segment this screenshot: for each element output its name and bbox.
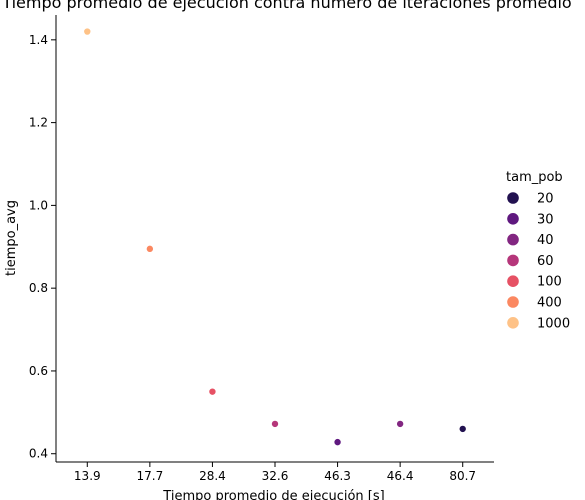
y-tick-label: 1.4 (29, 33, 48, 47)
y-tick-label: 1.0 (29, 198, 48, 212)
data-point (458, 424, 467, 433)
legend-item-label: 30 (537, 212, 554, 227)
data-point (83, 27, 92, 36)
x-axis-label: Tiempo promedio de ejecución [s] (162, 489, 384, 500)
y-axis-ticks: 0.4 0.6 0.8 1.0 1.2 1.4 (29, 33, 56, 461)
x-axis-ticks: 13.9 17.7 28.4 32.6 46.3 46.4 80.7 (74, 462, 476, 483)
data-point (270, 419, 279, 428)
legend-title: tam_pob (506, 170, 563, 185)
y-tick-label: 0.6 (29, 364, 48, 378)
legend-item-label: 400 (537, 296, 562, 311)
legend-item-label: 100 (537, 275, 562, 290)
legend-item-label: 20 (537, 192, 554, 207)
x-tick-label: 32.6 (262, 469, 289, 483)
legend-marker (507, 275, 519, 288)
x-tick-label: 13.9 (74, 469, 101, 483)
x-tick-label: 17.7 (136, 469, 163, 483)
chart-title: Tiempo promedio de ejecución contra núme… (1, 0, 571, 12)
x-tick-label: 46.3 (324, 469, 351, 483)
x-tick-label: 80.7 (449, 469, 476, 483)
y-axis-label: tiempo_avg (4, 200, 19, 276)
plot-area (83, 27, 467, 447)
data-point (145, 244, 154, 253)
legend-marker (507, 233, 519, 246)
y-tick-label: 1.2 (29, 116, 48, 130)
legend-marker (507, 254, 519, 267)
data-point (396, 419, 405, 428)
legend-marker (507, 192, 519, 204)
data-point (333, 438, 342, 447)
legend-item-label: 1000 (537, 316, 570, 331)
y-tick-label: 0.4 (29, 447, 48, 461)
x-tick-label: 46.4 (387, 469, 414, 483)
x-tick-label: 28.4 (199, 469, 226, 483)
legend-item-label: 40 (537, 233, 554, 248)
legend-marker (507, 296, 519, 308)
legend-marker (507, 213, 519, 225)
y-tick-label: 0.8 (29, 281, 48, 295)
data-point (208, 387, 217, 396)
legend-item-label: 60 (537, 254, 554, 269)
legend-marker (507, 317, 519, 329)
legend: tam_pob 20 30 40 60 100 400 1000 (506, 170, 570, 331)
